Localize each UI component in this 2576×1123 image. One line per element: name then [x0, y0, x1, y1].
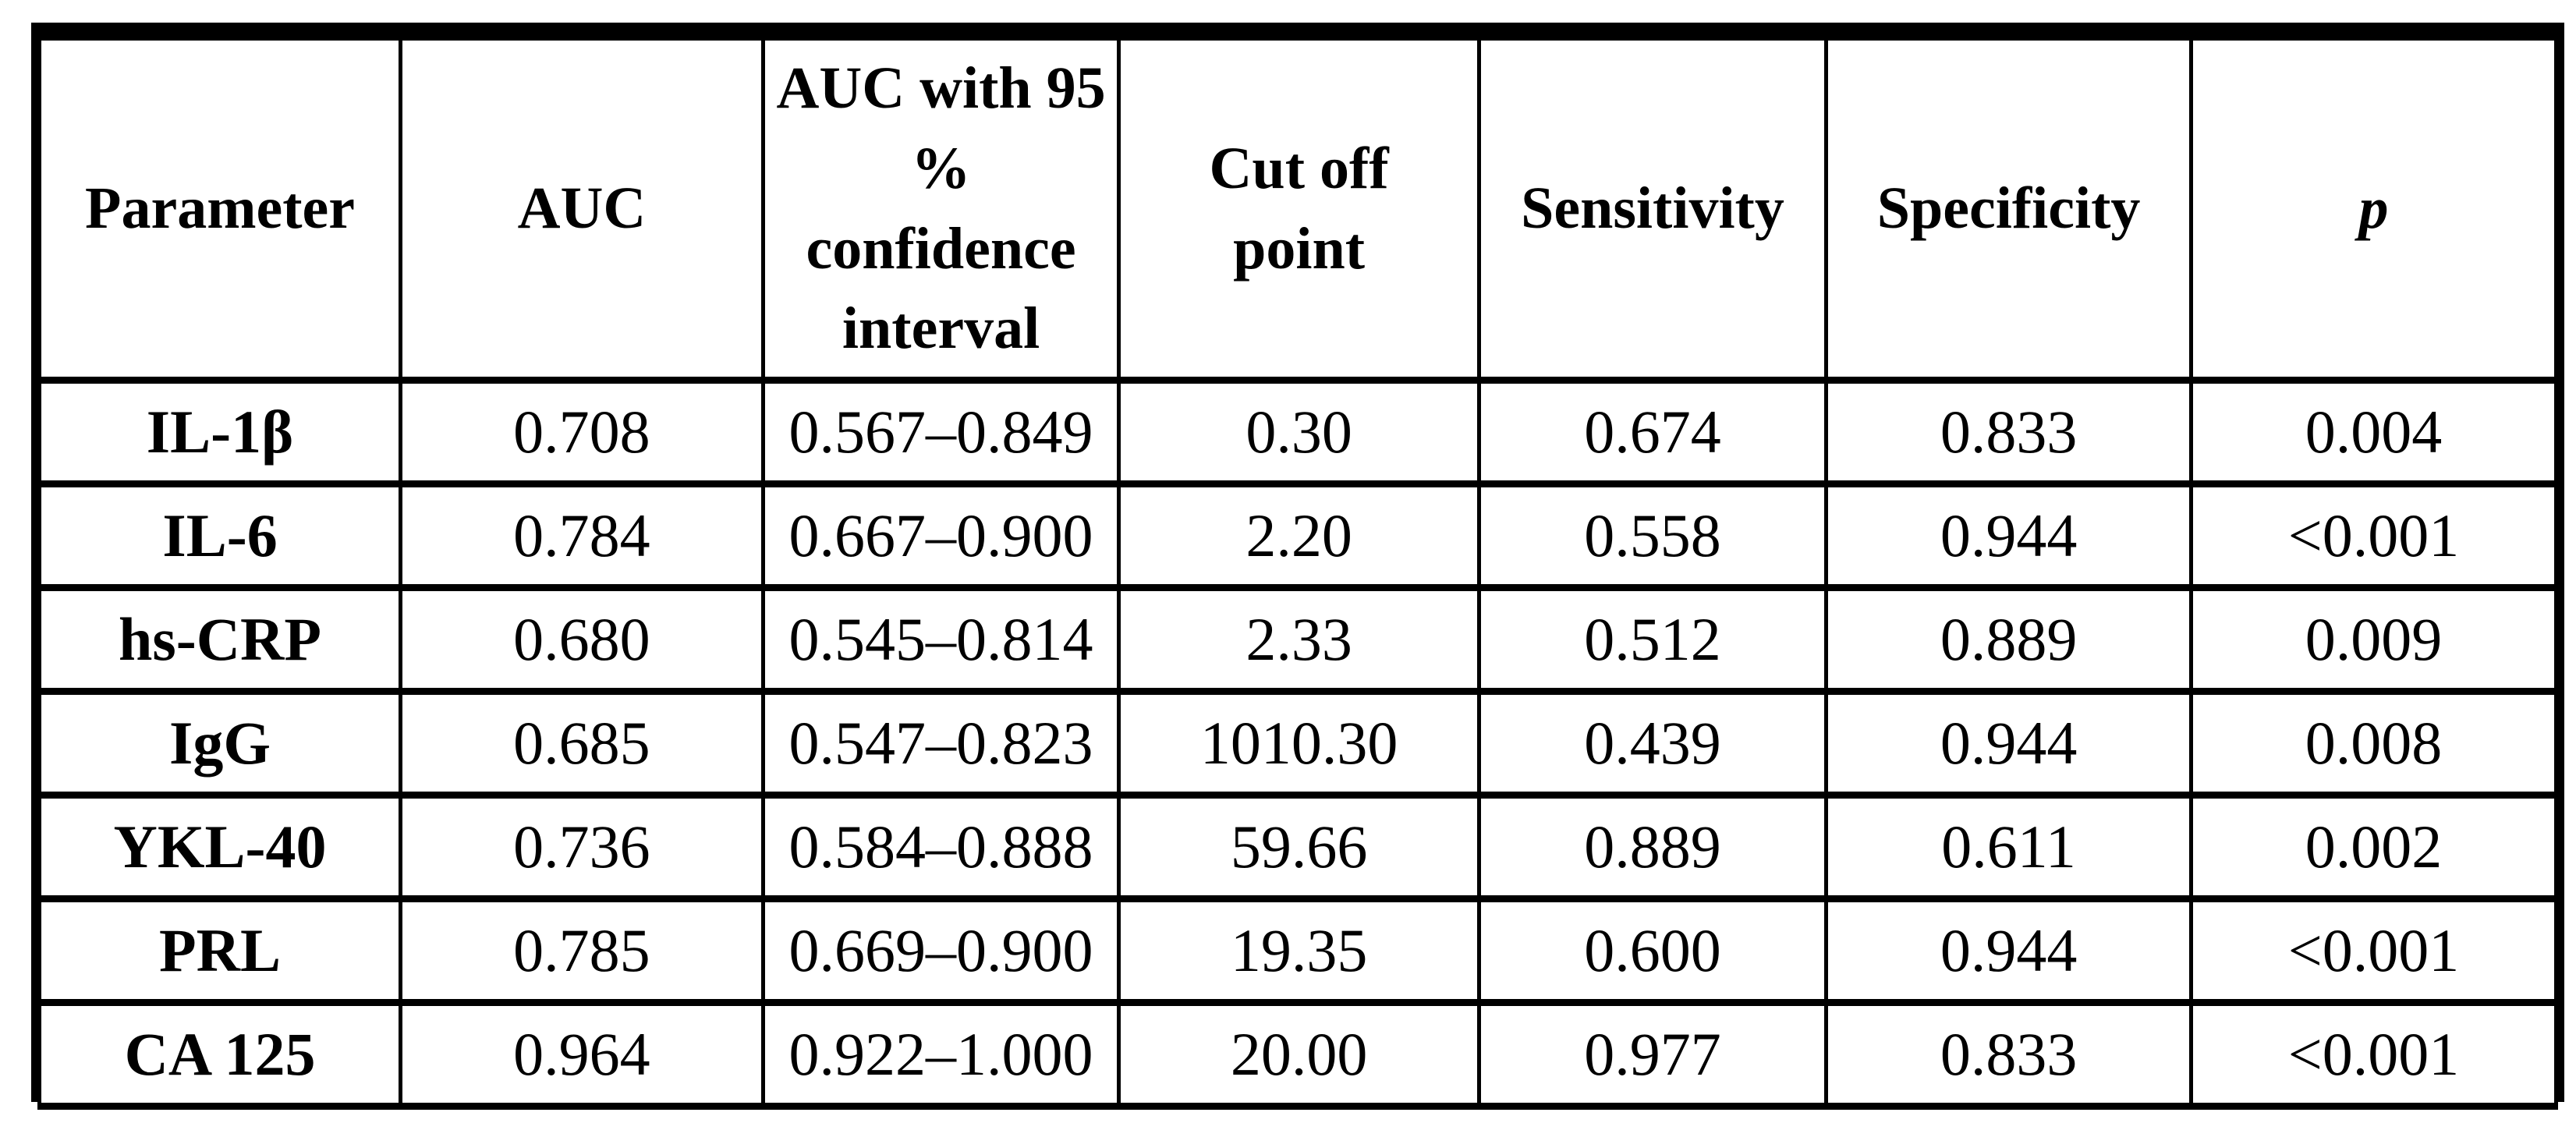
cell-parameter: IL-1β [37, 377, 403, 487]
cell-parameter: PRL [37, 895, 403, 1006]
cell-specificity: 0.889 [1824, 584, 2194, 695]
cell-p-value: 0.004 [2189, 377, 2558, 487]
cell-specificity: 0.833 [1824, 999, 2194, 1110]
cell-sensitivity: 0.977 [1476, 999, 1829, 1110]
cell-auc: 0.964 [399, 999, 765, 1110]
cell-parameter: hs-CRP [37, 584, 403, 695]
cell-cutoff: 59.66 [1117, 792, 1481, 902]
cell-specificity: 0.944 [1824, 688, 2194, 799]
cell-sensitivity: 0.439 [1476, 688, 1829, 799]
header-cell-p-value: p [2189, 34, 2558, 384]
cell-auc: 0.708 [399, 377, 765, 487]
roc-results-table: Parameter AUC AUC with 95 % confidence i… [37, 34, 2558, 1110]
cell-auc-ci: 0.545–0.814 [760, 584, 1121, 695]
cell-sensitivity: 0.889 [1476, 792, 1829, 902]
cell-sensitivity: 0.600 [1476, 895, 1829, 1006]
cell-p-value: 0.009 [2189, 584, 2558, 695]
cell-parameter: IL-6 [37, 480, 403, 591]
table-header-row: Parameter AUC AUC with 95 % confidence i… [37, 34, 2558, 384]
cell-p-value: <0.001 [2189, 999, 2558, 1110]
cell-p-value: <0.001 [2189, 895, 2558, 1006]
cell-auc: 0.736 [399, 792, 765, 902]
cell-auc-ci: 0.547–0.823 [760, 688, 1121, 799]
cell-parameter: CA 125 [37, 999, 403, 1110]
header-cell-auc-ci: AUC with 95 % confidence interval [760, 34, 1121, 384]
cell-cutoff: 20.00 [1117, 999, 1481, 1110]
cell-auc: 0.784 [399, 480, 765, 591]
cell-cutoff: 1010.30 [1117, 688, 1481, 799]
cell-p-value: 0.008 [2189, 688, 2558, 799]
header-cell-parameter: Parameter [37, 34, 403, 384]
header-cell-cutoff: Cut off point [1117, 34, 1481, 384]
cell-auc: 0.685 [399, 688, 765, 799]
cell-sensitivity: 0.674 [1476, 377, 1829, 487]
roc-results-table-frame: Parameter AUC AUC with 95 % confidence i… [31, 23, 2564, 1110]
header-cell-specificity: Specificity [1824, 34, 2194, 384]
cell-sensitivity: 0.558 [1476, 480, 1829, 591]
cell-parameter: IgG [37, 688, 403, 799]
cell-specificity: 0.944 [1824, 895, 2194, 1006]
table-row-il6: IL-6 0.784 0.667–0.900 2.20 0.558 0.944 … [37, 480, 2558, 591]
table-row-prl: PRL 0.785 0.669–0.900 19.35 0.600 0.944 … [37, 895, 2558, 1006]
cell-auc: 0.785 [399, 895, 765, 1006]
cell-parameter: YKL-40 [37, 792, 403, 902]
cell-specificity: 0.611 [1824, 792, 2194, 902]
table-row-ca125: CA 125 0.964 0.922–1.000 20.00 0.977 0.8… [37, 999, 2558, 1110]
table-row-il1b: IL-1β 0.708 0.567–0.849 0.30 0.674 0.833… [37, 377, 2558, 487]
cell-cutoff: 19.35 [1117, 895, 1481, 1006]
cell-sensitivity: 0.512 [1476, 584, 1829, 695]
cell-p-value: 0.002 [2189, 792, 2558, 902]
cell-auc-ci: 0.669–0.900 [760, 895, 1121, 1006]
cell-auc: 0.680 [399, 584, 765, 695]
header-cell-auc: AUC [399, 34, 765, 384]
cell-specificity: 0.833 [1824, 377, 2194, 487]
cell-auc-ci: 0.584–0.888 [760, 792, 1121, 902]
cell-cutoff: 2.20 [1117, 480, 1481, 591]
cell-p-value: <0.001 [2189, 480, 2558, 591]
cell-cutoff: 0.30 [1117, 377, 1481, 487]
table-row-igg: IgG 0.685 0.547–0.823 1010.30 0.439 0.94… [37, 688, 2558, 799]
cell-auc-ci: 0.567–0.849 [760, 377, 1121, 487]
header-cell-sensitivity: Sensitivity [1476, 34, 1829, 384]
table-row-hscrp: hs-CRP 0.680 0.545–0.814 2.33 0.512 0.88… [37, 584, 2558, 695]
cell-auc-ci: 0.922–1.000 [760, 999, 1121, 1110]
cell-cutoff: 2.33 [1117, 584, 1481, 695]
cell-auc-ci: 0.667–0.900 [760, 480, 1121, 591]
cell-specificity: 0.944 [1824, 480, 2194, 591]
table-row-ykl40: YKL-40 0.736 0.584–0.888 59.66 0.889 0.6… [37, 792, 2558, 902]
